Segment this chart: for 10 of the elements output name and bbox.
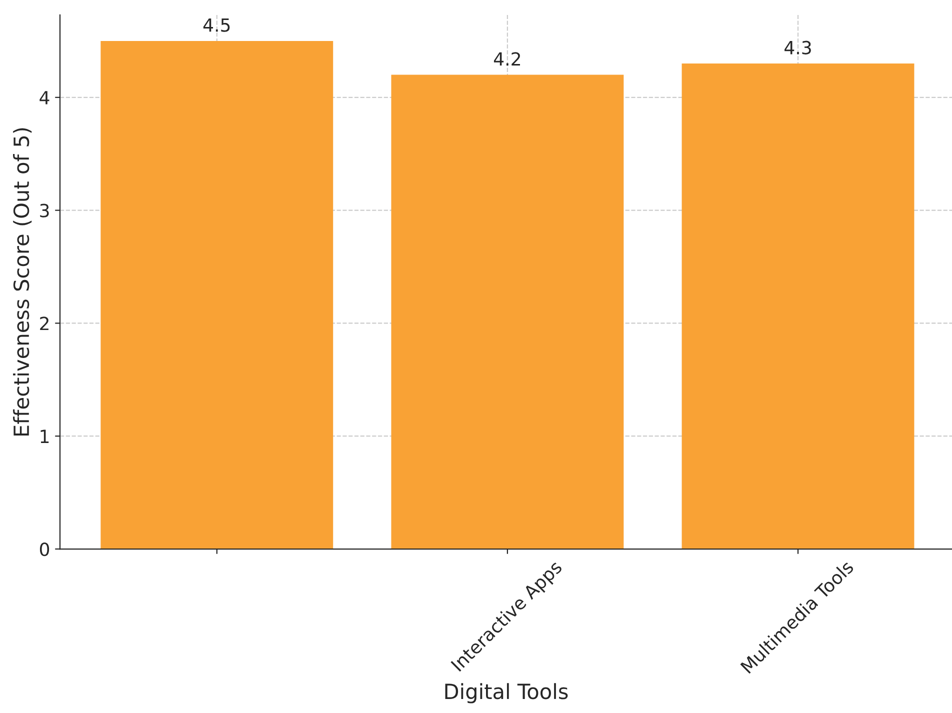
y-tick-label: 2 bbox=[40, 316, 48, 330]
y-tick-label: 4 bbox=[40, 91, 50, 104]
data-label: 4.3 bbox=[784, 40, 811, 54]
y-axis-title: Effectiveness Score (Out of 5) bbox=[13, 128, 32, 436]
y-tick-label: 1 bbox=[40, 430, 49, 443]
data-label: 4.5 bbox=[203, 18, 230, 32]
data-label: 4.2 bbox=[494, 52, 520, 66]
y-tick-label: 3 bbox=[40, 204, 49, 218]
y-tick-label: 0 bbox=[40, 542, 50, 556]
x-axis-title: Digital Tools bbox=[445, 683, 568, 704]
